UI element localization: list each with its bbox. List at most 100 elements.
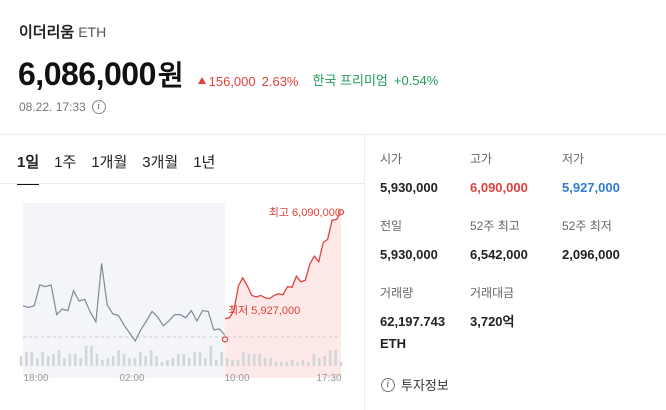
stat-item: 전일 5,930,000 (380, 217, 470, 266)
stat-label: 52주 최저 (562, 219, 612, 233)
period-tabs: 1일 1주 1개월 3개월 1년 (17, 151, 230, 185)
volume-bar (323, 356, 326, 366)
volume-bar (171, 358, 175, 366)
stat-label: 저가 (562, 152, 585, 166)
section-divider (0, 134, 666, 135)
volume-bar (68, 354, 72, 366)
tab-period-3[interactable]: 3개월 (142, 154, 179, 171)
volume-bar (318, 358, 321, 366)
volume-bar (106, 358, 110, 366)
volume-bar (225, 358, 229, 366)
today-price-line (224, 211, 342, 320)
volume-bar (236, 360, 240, 366)
stat-value: 5,930,000 (380, 247, 438, 262)
volume-bar (263, 358, 267, 366)
price-change: 156,000 2.63% (197, 74, 299, 89)
stat-value: 6,090,000 (470, 180, 528, 195)
volume-bar (182, 354, 185, 366)
volume-bar (247, 354, 251, 366)
volume-bar (334, 350, 337, 366)
volume-bar (139, 352, 142, 366)
high-label: 최고 6,090,000 (269, 206, 341, 219)
volume-bar (231, 360, 234, 366)
volume-bar (204, 358, 207, 366)
coin-name-text: 이더리움 (19, 24, 75, 41)
stat-item: 거래대금 3,720억 (470, 284, 560, 333)
stat-value: 62,197.743 ETH (380, 314, 446, 351)
volume-bar (155, 356, 158, 366)
x-tick-label: 02:00 (119, 373, 144, 384)
stat-label: 거래대금 (470, 286, 515, 300)
volume-bar (41, 352, 44, 366)
volume-bar (269, 358, 272, 366)
tab-period-0[interactable]: 1일 (17, 151, 40, 185)
stat-value: 2,096,000 (562, 247, 620, 262)
price-row: 6,086,000 원 156,000 2.63% 한국 프리미엄 +0.54% (18, 54, 438, 94)
stat-label: 시가 (380, 152, 403, 166)
volume-bar (57, 350, 61, 366)
volume-bar (144, 356, 147, 366)
volume-bar (328, 350, 332, 366)
volume-bar (274, 362, 278, 366)
tab-period-2[interactable]: 1개월 (91, 154, 128, 171)
price-chart: 최고 6,090,000 최저 5,927,000 18:00 02:00 10:00 1… (19, 203, 345, 384)
last-price-marker (337, 209, 345, 216)
stat-item: 저가 5,927,000 (562, 150, 652, 199)
timestamp: 08.22. 17:33 (19, 100, 86, 114)
volume-bar (187, 358, 191, 366)
stat-label: 고가 (470, 152, 493, 166)
volume-bar (296, 362, 299, 366)
stat-value: 6,542,000 (470, 247, 528, 262)
volume-bar (290, 360, 294, 366)
volume-bar (84, 346, 88, 366)
up-triangle-icon (197, 77, 206, 84)
low-marker (221, 336, 229, 343)
stat-label: 거래량 (380, 286, 414, 300)
volume-bar (280, 362, 283, 366)
volume-bar (36, 358, 39, 366)
volume-bar (111, 356, 115, 366)
stat-label: 전일 (380, 219, 403, 233)
price-unit: 원 (157, 60, 184, 91)
volume-bar (242, 352, 245, 366)
volume-bar (101, 360, 104, 366)
volume-bar (46, 356, 50, 366)
invest-info-link[interactable]: i 투자정보 (381, 375, 449, 394)
low-label: 최저 5,927,000 (228, 304, 300, 317)
stat-item: 52주 최저 2,096,000 (562, 217, 652, 266)
volume-bar (117, 350, 120, 366)
volume-bar (63, 358, 66, 366)
x-tick-label: 18:00 (23, 373, 48, 384)
stat-item: 고가 6,090,000 (470, 150, 560, 199)
volume-bar (220, 352, 223, 366)
volume-bar (133, 358, 137, 366)
info-icon: i (381, 377, 395, 392)
stat-value: 5,927,000 (562, 180, 620, 195)
invest-info-label: 투자정보 (401, 378, 449, 393)
stat-item: 52주 최고 6,542,000 (470, 217, 560, 266)
volume-bar (79, 358, 82, 366)
volume-bar (198, 352, 202, 366)
volume-bar (95, 354, 99, 366)
volume-bar (149, 350, 153, 366)
volume-bar (90, 346, 93, 366)
change-amount: 156,000 (208, 74, 256, 89)
premium-value: +0.54% (393, 73, 439, 88)
tabs-underline (0, 183, 364, 184)
x-tick-label: 17:30 (316, 373, 341, 384)
current-price: 6,086,000 (18, 56, 156, 92)
panel-divider (364, 134, 365, 410)
volume-bar (177, 354, 180, 366)
volume-bar (193, 352, 196, 366)
timestamp-row: 08.22. 17:33 i (19, 100, 106, 114)
previous-price-line (22, 263, 226, 343)
volume-bar (209, 346, 213, 366)
tab-period-1[interactable]: 1주 (54, 154, 77, 171)
volume-bar (285, 362, 289, 366)
x-tick-label: 10:00 (224, 373, 249, 384)
volume-bar (252, 354, 256, 366)
info-circle-icon[interactable]: i (91, 100, 106, 114)
coin-name: 이더리움 ETH (19, 21, 106, 42)
tab-period-4[interactable]: 1년 (193, 154, 216, 171)
change-percent: 2.63% (261, 74, 299, 89)
